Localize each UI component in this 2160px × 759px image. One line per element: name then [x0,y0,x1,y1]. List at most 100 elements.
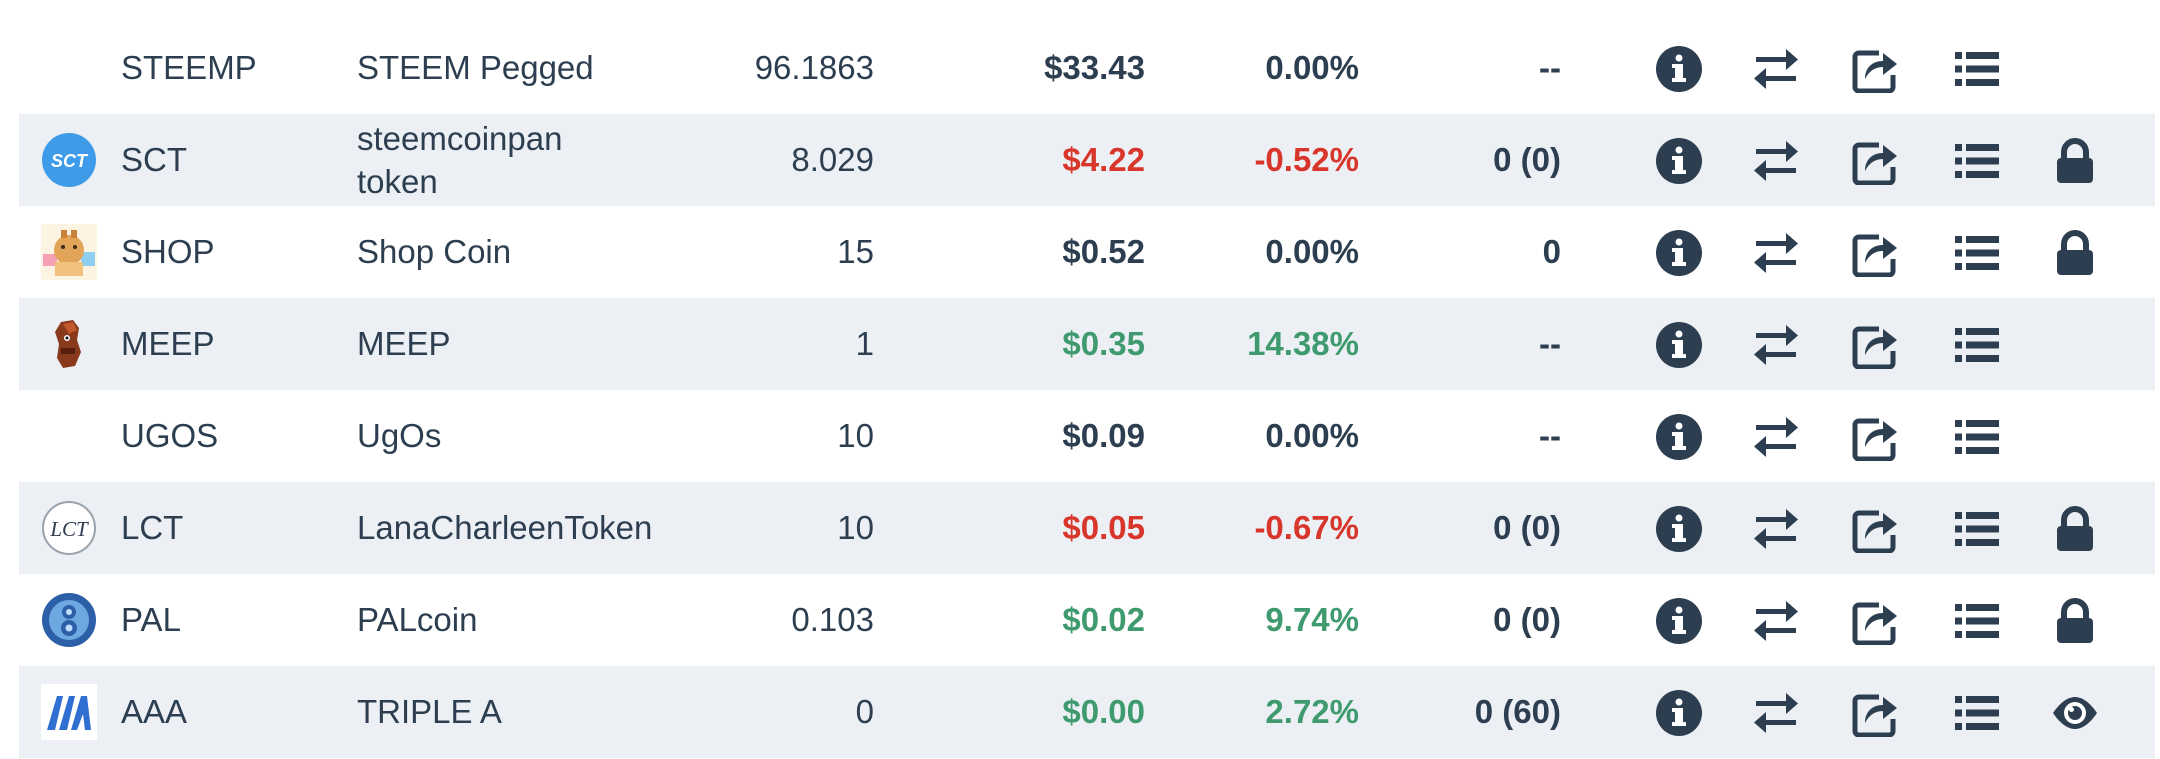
token-balance: 8.029 [791,141,874,178]
token-change: 9.74% [1265,601,1359,638]
token-stake: 0 (60) [1474,693,1561,730]
token-name: PALcoin [357,601,478,638]
svg-text:SCT: SCT [51,151,89,171]
token-price: $0.05 [1062,509,1145,546]
stake-button[interactable] [2051,137,2099,185]
info-icon [1656,230,1702,276]
token-balance: 10 [837,417,874,454]
info-button[interactable] [1655,229,1703,277]
info-icon [1656,46,1702,92]
transfer-button[interactable] [1851,45,1899,93]
share-icon [1852,326,1897,369]
token-change: 0.00% [1265,233,1359,270]
info-button[interactable] [1655,413,1703,461]
info-icon [1656,690,1702,736]
token-table: STEEMP STEEM Pegged 96.1863 $33.43 0.00% -- SC… [19,22,2155,758]
token-name: UgOs [357,417,442,454]
token-symbol: STEEMP [121,49,257,86]
transfer-button[interactable] [1851,505,1899,553]
stake-button[interactable] [2051,597,2099,645]
trade-button[interactable] [1752,137,1800,185]
token-price: $33.43 [1044,49,1145,86]
token-symbol: MEEP [121,325,215,362]
token-symbol: AAA [121,693,188,730]
share-icon [1852,602,1897,645]
info-button[interactable] [1655,597,1703,645]
token-logo [41,316,97,372]
stake-button[interactable] [2051,229,2099,277]
history-button[interactable] [1953,689,2001,737]
token-change: 0.00% [1265,417,1359,454]
token-row-aaa[interactable]: AAA TRIPLE A 0 $0.00 2.72% 0 (60) [19,666,2155,758]
svg-text:LCT: LCT [49,517,89,541]
swap-icon [1754,141,1798,181]
transfer-button[interactable] [1851,137,1899,185]
token-row-shop[interactable]: SHOP Shop Coin 15 $0.52 0.00% 0 [19,206,2155,298]
token-stake: -- [1539,325,1561,362]
transfer-button[interactable] [1851,229,1899,277]
transfer-button[interactable] [1851,689,1899,737]
history-button[interactable] [1953,597,2001,645]
info-button[interactable] [1655,505,1703,553]
token-symbol: UGOS [121,417,219,454]
token-row-pal[interactable]: PAL PALcoin 0.103 $0.02 9.74% 0 (0) [19,574,2155,666]
info-button[interactable] [1655,45,1703,93]
token-logo [41,224,97,280]
token-stake: 0 (0) [1493,141,1561,178]
token-row-sct[interactable]: SCT SCT steemcoinpan token 8.029 $4.22 -0.52%… [19,114,2155,206]
history-button[interactable] [1953,321,2001,369]
token-row-meep[interactable]: MEEP MEEP 1 $0.35 14.38% -- [19,298,2155,390]
token-change: -0.52% [1254,141,1359,178]
list-icon [1955,696,1999,730]
share-icon [1852,694,1897,737]
info-icon [1656,598,1702,644]
trade-button[interactable] [1752,229,1800,277]
list-icon [1955,420,1999,454]
list-icon [1955,52,1999,86]
token-row-steemp[interactable]: STEEMP STEEM Pegged 96.1863 $33.43 0.00% -- [19,22,2155,114]
token-symbol: LCT [121,509,184,546]
lock-icon [2057,598,2093,643]
history-button[interactable] [1953,45,2001,93]
info-icon [1656,138,1702,184]
transfer-button[interactable] [1851,413,1899,461]
trade-button[interactable] [1752,45,1800,93]
stake-button[interactable] [2051,505,2099,553]
list-icon [1955,604,1999,638]
share-icon [1852,510,1897,553]
token-name: STEEM Pegged [357,49,594,86]
token-row-lct[interactable]: LCT LCT LanaCharleenToken 10 $0.05 -0.67% 0 (0… [19,482,2155,574]
trade-button[interactable] [1752,321,1800,369]
transfer-button[interactable] [1851,321,1899,369]
token-stake: 0 (0) [1493,601,1561,638]
token-name: steemcoinpan token [357,120,563,200]
info-button[interactable] [1655,689,1703,737]
token-logo [41,684,97,740]
history-button[interactable] [1953,229,2001,277]
token-balance: 10 [837,509,874,546]
info-button[interactable] [1655,137,1703,185]
token-row-ugos[interactable]: UGOS UgOs 10 $0.09 0.00% -- [19,390,2155,482]
list-icon [1955,328,1999,362]
history-button[interactable] [1953,413,2001,461]
token-price: $0.00 [1062,693,1145,730]
token-logo: LCT [41,500,97,556]
token-stake: -- [1539,417,1561,454]
token-change: 0.00% [1265,49,1359,86]
token-change: -0.67% [1254,509,1359,546]
trade-button[interactable] [1752,689,1800,737]
token-name: TRIPLE A [357,693,502,730]
history-button[interactable] [1953,505,2001,553]
trade-button[interactable] [1752,505,1800,553]
trade-button[interactable] [1752,413,1800,461]
history-button[interactable] [1953,137,2001,185]
info-icon [1656,322,1702,368]
swap-icon [1754,417,1798,457]
info-button[interactable] [1655,321,1703,369]
trade-button[interactable] [1752,597,1800,645]
transfer-button[interactable] [1851,597,1899,645]
view-button[interactable] [2051,689,2099,737]
token-stake: 0 (0) [1493,509,1561,546]
list-icon [1955,236,1999,270]
swap-icon [1754,233,1798,273]
